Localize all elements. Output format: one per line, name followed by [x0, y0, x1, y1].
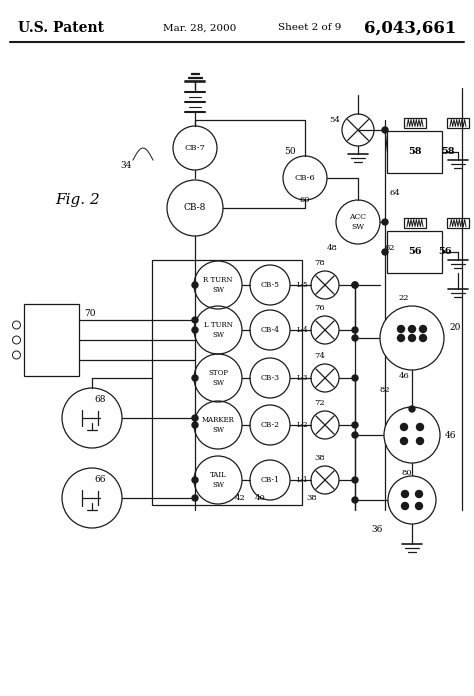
Circle shape — [382, 219, 388, 225]
Circle shape — [380, 306, 444, 370]
Text: 54: 54 — [329, 116, 340, 124]
Text: U.S. Patent: U.S. Patent — [18, 21, 104, 35]
Text: Sheet 2 of 9: Sheet 2 of 9 — [278, 24, 342, 33]
Circle shape — [352, 497, 358, 503]
Circle shape — [382, 249, 388, 255]
Circle shape — [382, 127, 388, 133]
Circle shape — [352, 327, 358, 333]
Text: CB-4: CB-4 — [261, 326, 280, 334]
Text: MARKER
SW: MARKER SW — [201, 416, 235, 434]
Text: L-2: L-2 — [297, 421, 308, 429]
Circle shape — [352, 335, 358, 341]
Bar — [404, 118, 426, 128]
Text: 68: 68 — [94, 395, 106, 404]
Text: 78: 78 — [315, 259, 325, 267]
Text: L-3: L-3 — [297, 374, 308, 382]
Circle shape — [192, 495, 198, 501]
Circle shape — [352, 375, 358, 381]
Text: CB-2: CB-2 — [261, 421, 280, 429]
Text: 56: 56 — [408, 248, 422, 257]
Text: 58: 58 — [408, 148, 422, 157]
Circle shape — [352, 432, 358, 438]
Circle shape — [398, 335, 404, 342]
Text: 46: 46 — [399, 372, 410, 380]
Text: 58: 58 — [441, 148, 455, 157]
Circle shape — [388, 476, 436, 524]
Circle shape — [416, 491, 422, 498]
Text: 62: 62 — [385, 244, 395, 252]
Text: L-4: L-4 — [297, 326, 308, 334]
Text: 6,043,661: 6,043,661 — [364, 19, 456, 36]
Bar — [25, 304, 80, 376]
Text: L-5: L-5 — [297, 281, 308, 289]
Circle shape — [401, 438, 408, 445]
Circle shape — [409, 406, 415, 412]
Text: 74: 74 — [315, 352, 326, 360]
Text: Fig. 2: Fig. 2 — [55, 193, 100, 207]
Text: L-1: L-1 — [297, 476, 308, 484]
Text: 72: 72 — [315, 399, 325, 407]
Text: 60: 60 — [300, 196, 310, 204]
Circle shape — [401, 423, 408, 431]
Text: 22: 22 — [399, 294, 409, 302]
Text: 64: 64 — [390, 189, 401, 197]
Text: 38: 38 — [315, 454, 325, 462]
Circle shape — [409, 335, 416, 342]
Circle shape — [417, 423, 423, 431]
Text: 70: 70 — [84, 309, 96, 318]
Text: STOP
SW: STOP SW — [208, 370, 228, 386]
Text: TAIL
SW: TAIL SW — [210, 471, 227, 489]
Circle shape — [398, 326, 404, 333]
Circle shape — [192, 317, 198, 323]
Circle shape — [192, 422, 198, 428]
Text: CB-8: CB-8 — [184, 203, 206, 212]
Text: L TURN
SW: L TURN SW — [203, 322, 232, 338]
Circle shape — [192, 477, 198, 483]
Circle shape — [419, 326, 427, 333]
Bar — [152, 260, 302, 505]
Text: 42: 42 — [235, 494, 246, 502]
Text: CB-6: CB-6 — [295, 174, 315, 182]
Text: 20: 20 — [449, 324, 460, 333]
Circle shape — [409, 326, 416, 333]
Circle shape — [416, 503, 422, 509]
Circle shape — [192, 282, 198, 288]
Circle shape — [192, 375, 198, 381]
Text: 48: 48 — [327, 244, 337, 252]
Text: 80: 80 — [401, 469, 412, 477]
Bar — [447, 218, 469, 228]
Circle shape — [401, 491, 409, 498]
Text: 36: 36 — [372, 525, 383, 534]
Circle shape — [352, 282, 358, 288]
Text: 38: 38 — [307, 494, 318, 502]
Circle shape — [352, 282, 358, 288]
Circle shape — [384, 407, 440, 463]
Circle shape — [401, 503, 409, 509]
Text: 40: 40 — [255, 494, 265, 502]
Text: R TURN
SW: R TURN SW — [203, 276, 233, 294]
Bar — [388, 231, 443, 273]
Circle shape — [417, 438, 423, 445]
Text: CB-5: CB-5 — [261, 281, 280, 289]
Bar — [388, 131, 443, 173]
Text: Mar. 28, 2000: Mar. 28, 2000 — [164, 24, 237, 33]
Bar — [447, 118, 469, 128]
Circle shape — [192, 415, 198, 421]
Bar — [404, 218, 426, 228]
Text: 66: 66 — [94, 475, 106, 484]
Text: 50: 50 — [284, 148, 296, 157]
Text: CB-3: CB-3 — [260, 374, 280, 382]
Text: 56: 56 — [438, 248, 452, 257]
Circle shape — [352, 422, 358, 428]
Text: CB-1: CB-1 — [261, 476, 280, 484]
Text: ACC
SW: ACC SW — [349, 214, 366, 230]
Circle shape — [419, 335, 427, 342]
Text: 82: 82 — [380, 386, 391, 394]
Text: 76: 76 — [315, 304, 325, 312]
Text: CB-7: CB-7 — [184, 144, 205, 152]
Text: 46: 46 — [445, 431, 456, 439]
Text: 34: 34 — [120, 161, 131, 170]
Circle shape — [192, 327, 198, 333]
Circle shape — [352, 477, 358, 483]
